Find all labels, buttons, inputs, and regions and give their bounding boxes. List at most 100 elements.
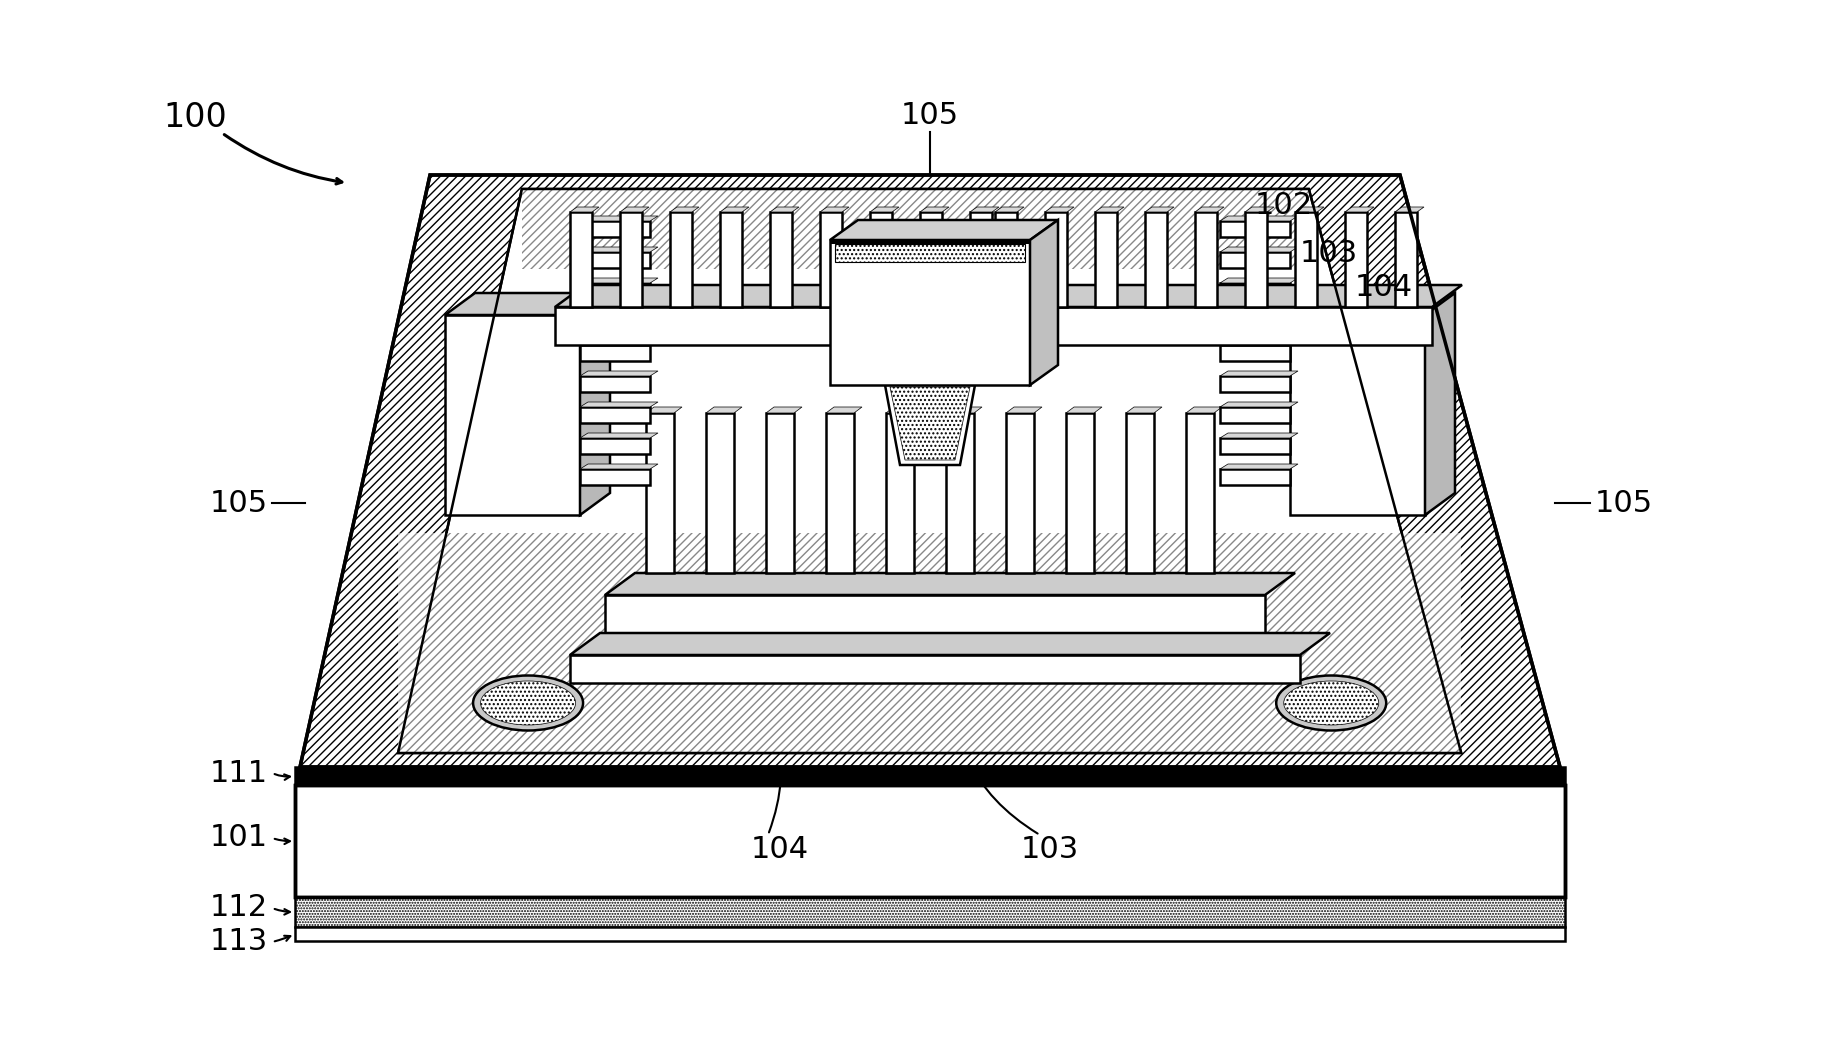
Bar — [1220, 345, 1289, 361]
Bar — [554, 307, 1008, 345]
Bar — [819, 212, 841, 307]
Bar — [1220, 438, 1289, 454]
Polygon shape — [580, 247, 658, 252]
Bar — [721, 212, 743, 307]
Bar — [1096, 212, 1118, 307]
Text: 105: 105 — [902, 101, 958, 130]
Bar — [830, 240, 1030, 385]
Ellipse shape — [1277, 675, 1386, 730]
Polygon shape — [669, 207, 699, 212]
Polygon shape — [580, 402, 658, 407]
Polygon shape — [827, 407, 861, 413]
Polygon shape — [1220, 340, 1299, 345]
Bar — [1344, 212, 1366, 307]
Bar — [1006, 413, 1033, 573]
Polygon shape — [980, 285, 1461, 307]
Bar — [871, 212, 893, 307]
Bar — [580, 345, 649, 361]
Bar — [836, 243, 1024, 262]
Bar — [1246, 212, 1267, 307]
Polygon shape — [580, 340, 658, 345]
Bar — [294, 785, 1566, 897]
Text: 100: 100 — [163, 100, 227, 134]
Bar — [1295, 212, 1317, 307]
Polygon shape — [1220, 216, 1299, 220]
Polygon shape — [1185, 407, 1222, 413]
Bar — [1220, 376, 1289, 392]
Text: 105: 105 — [210, 488, 269, 517]
Polygon shape — [646, 407, 682, 413]
Polygon shape — [580, 278, 658, 283]
Bar — [571, 655, 1300, 683]
Bar — [1289, 315, 1425, 515]
Polygon shape — [1289, 293, 1456, 315]
Bar — [766, 413, 794, 573]
Polygon shape — [1220, 402, 1299, 407]
Polygon shape — [721, 207, 750, 212]
Polygon shape — [1396, 207, 1425, 212]
Polygon shape — [920, 207, 949, 212]
Polygon shape — [1006, 407, 1043, 413]
Bar — [946, 413, 975, 573]
Text: 104: 104 — [1355, 273, 1414, 302]
Polygon shape — [819, 207, 849, 212]
Polygon shape — [1220, 247, 1299, 252]
Bar — [580, 438, 649, 454]
Text: 111: 111 — [210, 759, 269, 788]
Polygon shape — [946, 407, 982, 413]
Text: 112: 112 — [210, 893, 269, 923]
Bar — [294, 927, 1566, 940]
Polygon shape — [521, 189, 1310, 269]
Polygon shape — [580, 371, 658, 376]
Polygon shape — [580, 464, 658, 469]
Bar — [1220, 469, 1289, 485]
Bar — [646, 413, 675, 573]
Bar — [827, 413, 854, 573]
Bar — [580, 314, 649, 330]
Polygon shape — [399, 533, 1461, 753]
Polygon shape — [300, 175, 1560, 767]
Polygon shape — [1344, 207, 1374, 212]
Polygon shape — [571, 633, 1330, 655]
Bar — [706, 413, 733, 573]
Text: 101: 101 — [210, 823, 269, 853]
Bar — [580, 376, 649, 392]
Polygon shape — [830, 220, 1057, 240]
Polygon shape — [969, 207, 999, 212]
Text: 113: 113 — [210, 928, 269, 956]
Bar — [1220, 407, 1289, 423]
Polygon shape — [605, 573, 1295, 595]
Polygon shape — [1220, 371, 1299, 376]
Bar — [1220, 252, 1289, 268]
Bar — [1194, 212, 1216, 307]
Polygon shape — [1246, 207, 1275, 212]
Bar — [580, 220, 649, 237]
Bar — [580, 283, 649, 299]
Polygon shape — [995, 207, 1024, 212]
Text: 102: 102 — [1255, 190, 1313, 219]
Bar — [580, 469, 649, 485]
Bar — [1220, 283, 1289, 299]
Bar — [294, 897, 1566, 927]
Bar — [1044, 212, 1066, 307]
Polygon shape — [1030, 220, 1057, 385]
Bar — [294, 785, 1566, 897]
Polygon shape — [580, 433, 658, 438]
Polygon shape — [571, 207, 600, 212]
Bar — [580, 407, 649, 423]
Polygon shape — [1066, 407, 1103, 413]
Bar — [620, 212, 642, 307]
Polygon shape — [1220, 309, 1299, 314]
Bar — [1220, 314, 1289, 330]
Polygon shape — [706, 407, 743, 413]
Polygon shape — [885, 385, 975, 465]
Polygon shape — [580, 216, 658, 220]
Text: 105: 105 — [1595, 488, 1653, 517]
Bar — [1220, 220, 1289, 237]
Polygon shape — [1220, 464, 1299, 469]
Text: 103: 103 — [1300, 238, 1359, 268]
Bar — [885, 413, 914, 573]
Ellipse shape — [474, 675, 583, 730]
Polygon shape — [766, 407, 801, 413]
Ellipse shape — [1284, 681, 1379, 725]
